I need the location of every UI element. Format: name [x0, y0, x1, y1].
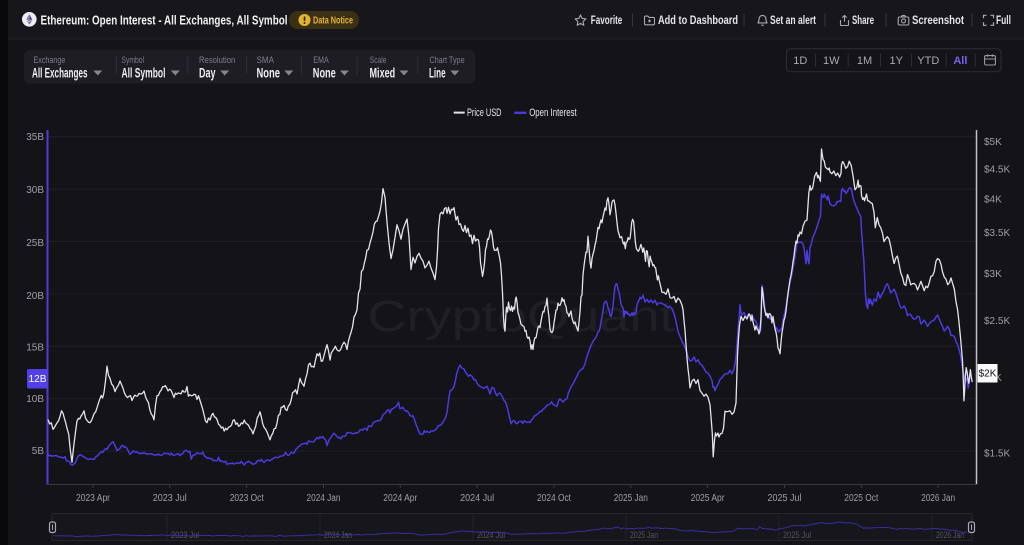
svg-text:30B: 30B	[26, 185, 44, 196]
svg-text:EMA: EMA	[313, 55, 329, 66]
svg-text:2024 Jul: 2024 Jul	[477, 530, 505, 540]
svg-text:2024 Oct: 2024 Oct	[537, 493, 571, 504]
svg-text:Resolution: Resolution	[199, 55, 235, 66]
svg-text:2025 Apr: 2025 Apr	[691, 493, 726, 504]
svg-text:25B: 25B	[26, 238, 44, 249]
svg-text:12B: 12B	[29, 374, 47, 385]
svg-text:1Y: 1Y	[889, 55, 903, 67]
svg-text:$5K: $5K	[984, 137, 1002, 148]
svg-text:Full: Full	[996, 15, 1011, 27]
svg-text:2023 Jul: 2023 Jul	[153, 493, 187, 504]
svg-text:35B: 35B	[26, 132, 44, 143]
svg-text:1W: 1W	[823, 55, 840, 67]
svg-text:10B: 10B	[26, 394, 44, 405]
svg-text:None: None	[257, 66, 281, 81]
svg-text:Mixed: Mixed	[370, 66, 396, 81]
svg-text:Exchange: Exchange	[34, 55, 66, 66]
svg-text:Open Interest: Open Interest	[529, 107, 577, 119]
svg-text:$2.5K: $2.5K	[984, 316, 1010, 327]
svg-text:2025 Jan: 2025 Jan	[614, 493, 648, 504]
svg-text:Chart Type: Chart Type	[429, 55, 464, 66]
svg-text:2025 Jul: 2025 Jul	[783, 530, 811, 540]
svg-text:$3K: $3K	[984, 269, 1002, 280]
svg-text:5B: 5B	[32, 446, 45, 457]
svg-text:None: None	[313, 66, 336, 81]
svg-text:Ethereum: Open Interest - All: Ethereum: Open Interest - All Exchanges,…	[41, 12, 288, 27]
svg-text:$1.5K: $1.5K	[984, 449, 1010, 460]
svg-text:Price USD: Price USD	[467, 107, 502, 119]
svg-text:2023 Oct: 2023 Oct	[230, 493, 264, 504]
svg-text:2025 Oct: 2025 Oct	[844, 493, 878, 504]
svg-text:Share: Share	[852, 15, 874, 27]
svg-text:All Exchanges: All Exchanges	[32, 66, 88, 81]
svg-text:$2K: $2K	[979, 369, 997, 380]
svg-text:2024 Jan: 2024 Jan	[324, 530, 352, 540]
svg-text:2025 Jan: 2025 Jan	[630, 530, 658, 540]
svg-text:Data Notice: Data Notice	[313, 16, 353, 27]
svg-text:CryptoQuant: CryptoQuant	[368, 292, 675, 341]
svg-text:2023 Jul: 2023 Jul	[171, 530, 199, 540]
svg-text:2026 Jan: 2026 Jan	[921, 493, 955, 504]
svg-text:Favorite: Favorite	[591, 15, 623, 27]
svg-text:All: All	[953, 55, 967, 67]
svg-text:1D: 1D	[793, 55, 807, 67]
svg-text:2026 Jan: 2026 Jan	[936, 530, 964, 540]
svg-text:Day: Day	[199, 66, 216, 81]
svg-text:2023 Apr: 2023 Apr	[76, 493, 111, 504]
svg-text:20B: 20B	[26, 291, 44, 302]
svg-text:Scale: Scale	[370, 55, 387, 66]
svg-text:Line: Line	[429, 66, 446, 81]
svg-text:Symbol: Symbol	[122, 55, 145, 66]
svg-text:2024 Apr: 2024 Apr	[383, 493, 418, 504]
svg-text:$4K: $4K	[984, 195, 1002, 206]
svg-text:Screenshot: Screenshot	[912, 15, 964, 27]
svg-text:SMA: SMA	[257, 55, 275, 66]
svg-text:Set an alert: Set an alert	[770, 15, 816, 27]
svg-text:2025 Jul: 2025 Jul	[768, 493, 802, 504]
svg-text:$3.5K: $3.5K	[984, 228, 1010, 239]
svg-text:2024 Jan: 2024 Jan	[307, 493, 341, 504]
svg-text:15B: 15B	[26, 343, 44, 354]
svg-text:1M: 1M	[857, 55, 872, 67]
svg-text:YTD: YTD	[917, 55, 939, 67]
svg-text:All Symbol: All Symbol	[122, 66, 166, 81]
svg-text:$4.5K: $4.5K	[984, 164, 1010, 175]
svg-text:2024 Jul: 2024 Jul	[460, 493, 494, 504]
svg-text:Add to Dashboard: Add to Dashboard	[658, 15, 738, 27]
